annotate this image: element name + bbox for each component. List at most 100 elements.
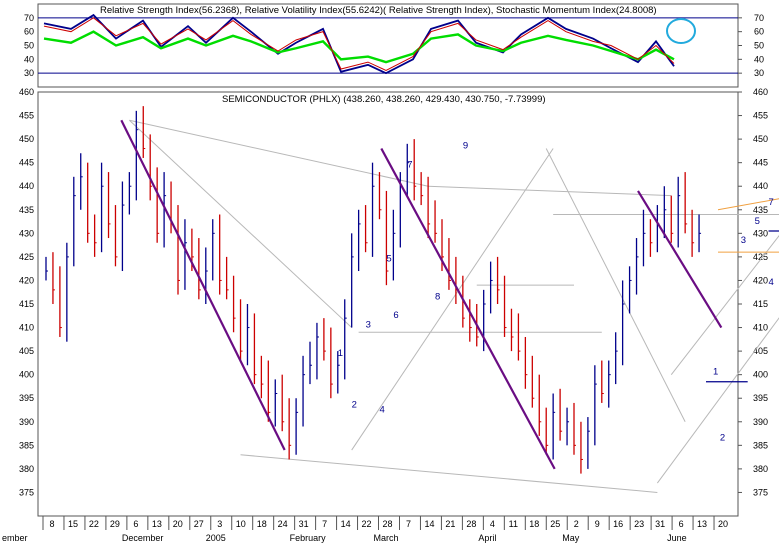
trendline [637,190,723,329]
x-tick-label: 28 [466,519,476,529]
price-ytick-right: 435 [753,205,768,215]
x-tick-label: 24 [278,519,288,529]
x-tick-label: 3 [217,519,222,529]
x-tick-label: 20 [718,519,728,529]
wave-label: 3 [366,320,371,331]
price-ytick-right: 430 [753,228,768,238]
channel-line [351,148,554,451]
channel-line [656,317,779,484]
wave-label: 6 [393,310,398,321]
x-tick-label: 22 [89,519,99,529]
wave-label: 7 [769,197,774,208]
price-ytick-right: 385 [753,440,768,450]
price-ytick-right: 390 [753,417,768,427]
indicator-title: Relative Strength Index(56.2368), Relati… [100,5,657,16]
wave-label: 3 [741,235,746,246]
x-tick-label: 27 [194,519,204,529]
x-month-label: ember [2,533,28,543]
x-tick-label: 21 [445,519,455,529]
price-ytick-left: 420 [19,275,34,285]
price-ytick-right: 380 [753,464,768,474]
price-ytick-left: 445 [19,158,34,168]
indicator-series-line [43,17,675,71]
x-tick-label: 4 [490,519,495,529]
x-tick-label: 11 [509,519,518,529]
price-ytick-right: 400 [753,370,768,380]
x-month-label: December [122,533,164,543]
x-tick-label: 14 [424,519,434,529]
wave-label: 5 [386,254,391,265]
price-ytick-right: 460 [753,87,768,97]
price-ytick-left: 395 [19,393,34,403]
x-tick-label: 31 [299,519,309,529]
x-month-label: June [667,533,687,543]
ind-ytick-right: 30 [754,68,764,78]
x-tick-label: 20 [173,519,183,529]
x-tick-label: 18 [257,519,267,529]
wave-label: 4 [769,277,774,288]
x-month-label: April [478,533,496,543]
price-ytick-left: 455 [19,111,34,121]
x-tick-label: 28 [383,519,393,529]
x-month-label: February [290,533,327,543]
x-axis: 8 15 22 29 6 13 20 27 3 10 18 24 31 7 14 22 28 7 14 21 28 4 11… [2,515,738,543]
x-tick-label: 15 [68,519,78,529]
x-tick-label: 22 [362,519,372,529]
price-ytick-right: 375 [753,487,768,497]
price-ytick-left: 390 [19,417,34,427]
price-ytick-right: 440 [753,181,768,191]
price-ytick-right: 450 [753,134,768,144]
channel-line [129,119,353,328]
wave-label: 9 [463,141,468,152]
wave-label: 8 [435,291,440,302]
price-ytick-left: 385 [19,440,34,450]
price-ytick-right: 455 [753,111,768,121]
channel-line [428,185,672,197]
trendline [380,148,556,470]
ind-ytick-left: 60 [24,27,34,37]
x-month-label: March [374,533,399,543]
channel-line [129,119,429,187]
x-tick-label: 16 [613,519,623,529]
x-tick-label: 8 [49,519,54,529]
channel-line [240,454,658,493]
price-ytick-left: 460 [19,87,34,97]
x-tick-label: 2 [574,519,579,529]
x-tick-label: 18 [529,519,539,529]
x-tick-label: 6 [679,519,684,529]
price-ytick-left: 430 [19,228,34,238]
x-tick-label: 7 [406,519,411,529]
ind-ytick-right: 50 [754,41,764,51]
trendline [120,119,286,451]
price-ytick-left: 405 [19,346,34,356]
price-ytick-left: 440 [19,181,34,191]
price-panel: SEMICONDUCTOR (PHLX) (438.260, 438.260, … [19,87,779,517]
ind-ytick-left: 50 [24,41,34,51]
price-ytick-left: 425 [19,252,34,262]
x-tick-label: 29 [110,519,120,529]
ind-ytick-right: 60 [754,27,764,37]
x-tick-label: 13 [152,519,162,529]
price-ytick-left: 435 [19,205,34,215]
x-tick-label: 25 [550,519,560,529]
wave-label: 5 [755,216,760,227]
price-ytick-left: 380 [19,464,34,474]
wave-label: 2 [352,400,357,411]
x-tick-label: 9 [595,519,600,529]
indicator-series-line [43,30,675,64]
channel-line [670,235,779,375]
channel-line [545,148,686,423]
price-ytick-left: 415 [19,299,34,309]
highlight-circle [666,18,696,44]
price-ytick-right: 415 [753,299,768,309]
price-ytick-left: 375 [19,487,34,497]
orange-line [717,198,779,211]
price-ytick-right: 405 [753,346,768,356]
price-ytick-right: 395 [753,393,768,403]
x-tick-label: 6 [133,519,138,529]
x-tick-label: 7 [322,519,327,529]
x-tick-label: 13 [697,519,707,529]
price-ytick-left: 450 [19,134,34,144]
indicator-series-line [43,13,675,75]
